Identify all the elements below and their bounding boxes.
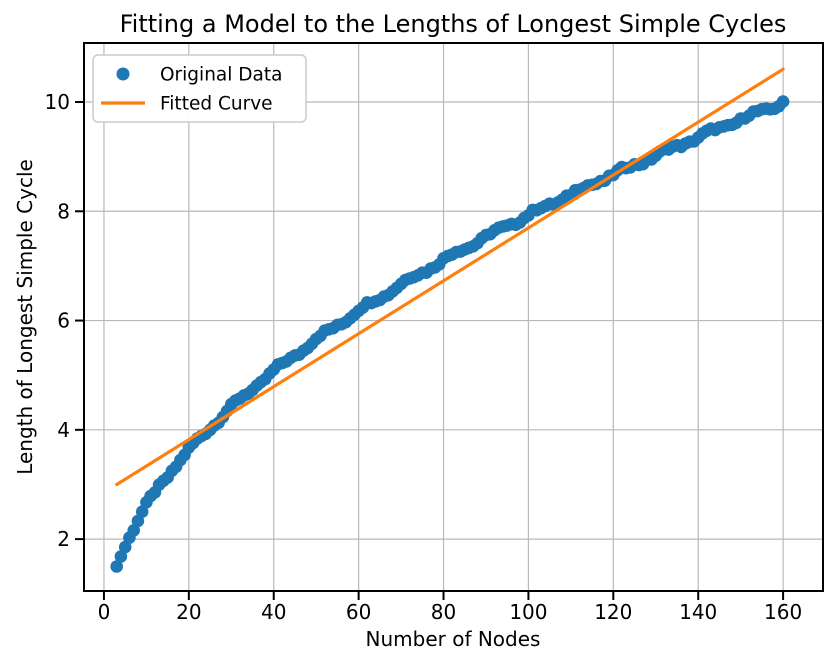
scatter-point [135,505,149,518]
x-tick-label: 160 [764,600,802,624]
x-tick-label: 80 [431,600,456,624]
scatter-point [114,550,128,563]
legend-label-original-data: Original Data [160,65,282,86]
chart-title: Fitting a Model to the Lengths of Longes… [120,10,787,38]
x-tick-label: 20 [176,600,201,624]
x-tick-label: 100 [509,600,547,624]
plot-border [83,42,824,592]
x-axis-label: Number of Nodes [366,627,541,651]
y-tick-label: 10 [45,90,70,114]
x-tick-label: 140 [679,600,717,624]
y-tick-label: 8 [57,199,70,223]
legend-label-fitted-curve: Fitted Curve [160,94,273,115]
x-tick-label: 0 [98,600,111,624]
x-tick-label: 120 [594,600,632,624]
legend-box [92,54,307,123]
legend: Original Data Fitted Curve [92,54,307,123]
scatter-point [127,524,140,537]
scatter-point [110,560,123,573]
scatter-point [118,540,132,554]
x-tick-label: 60 [346,600,371,624]
data-series-layer [110,67,790,573]
y-axis-label: Length of Longest Simple Cycle [13,159,37,475]
x-tick-label: 40 [261,600,286,624]
fitted-curve-line [115,67,785,487]
axis-ticks-layer: 0 20 40 60 80 100 120 140 160 2 4 6 8 10 [45,90,803,624]
legend-marker-original-data [116,67,130,81]
y-tick-label: 4 [57,418,70,442]
y-tick-label: 6 [57,309,70,333]
scatter-point [776,95,790,108]
y-tick-label: 2 [57,527,70,551]
